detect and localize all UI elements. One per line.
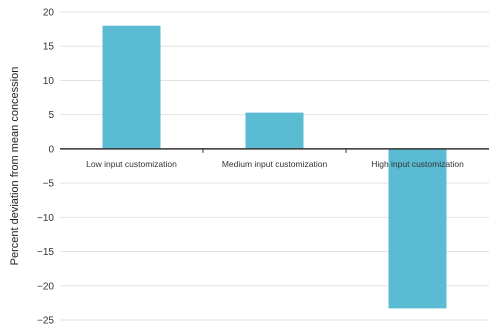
bar [388, 148, 447, 309]
y-tick-label: −15 [37, 247, 54, 258]
y-tick-label: −10 [37, 213, 54, 224]
y-tick-label: −5 [43, 179, 55, 190]
y-tick-label: 10 [43, 76, 55, 87]
y-tick-label: −25 [37, 316, 54, 324]
y-tick-label: −20 [37, 281, 54, 292]
bar [102, 25, 161, 149]
bar [245, 112, 304, 149]
category-label: High input customization [371, 159, 464, 169]
y-tick-labels: 20 15 10 5 0 −5 −10 −15 −20 −25 [37, 8, 54, 324]
category-label: Medium input customization [222, 159, 328, 169]
category-labels: Low input customization Medium input cust… [86, 148, 464, 169]
y-tick-label: 15 [43, 42, 55, 53]
y-tick-label: 20 [43, 8, 55, 19]
y-axis-title: Percent deviation from mean concession [9, 67, 21, 266]
bars [102, 25, 447, 309]
y-tick-label: 5 [48, 110, 54, 121]
category-label: Low input customization [86, 159, 177, 169]
y-tick-label: 0 [48, 144, 54, 155]
